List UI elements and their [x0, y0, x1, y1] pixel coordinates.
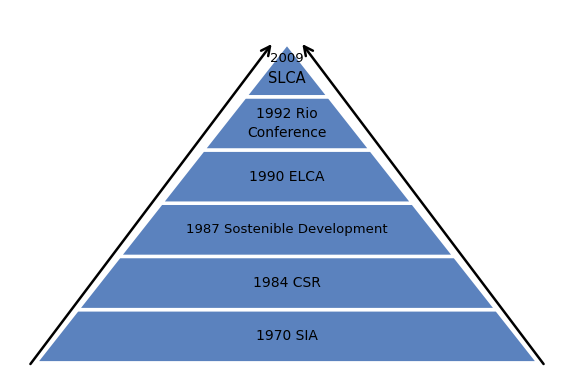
Text: 1984 CSR: 1984 CSR [253, 276, 321, 290]
Polygon shape [245, 44, 329, 97]
Text: 1992 Rio
Conference: 1992 Rio Conference [247, 107, 327, 140]
Polygon shape [77, 256, 497, 310]
Polygon shape [161, 150, 413, 203]
Text: 1987 Sostenible Development: 1987 Sostenible Development [186, 223, 388, 236]
Text: 1990 ELCA: 1990 ELCA [249, 169, 325, 184]
Text: SLCA: SLCA [268, 71, 306, 86]
Text: 2009: 2009 [270, 52, 304, 65]
Polygon shape [36, 310, 538, 363]
Polygon shape [203, 97, 371, 150]
Text: 1970 SIA: 1970 SIA [256, 329, 318, 343]
Polygon shape [119, 203, 455, 256]
